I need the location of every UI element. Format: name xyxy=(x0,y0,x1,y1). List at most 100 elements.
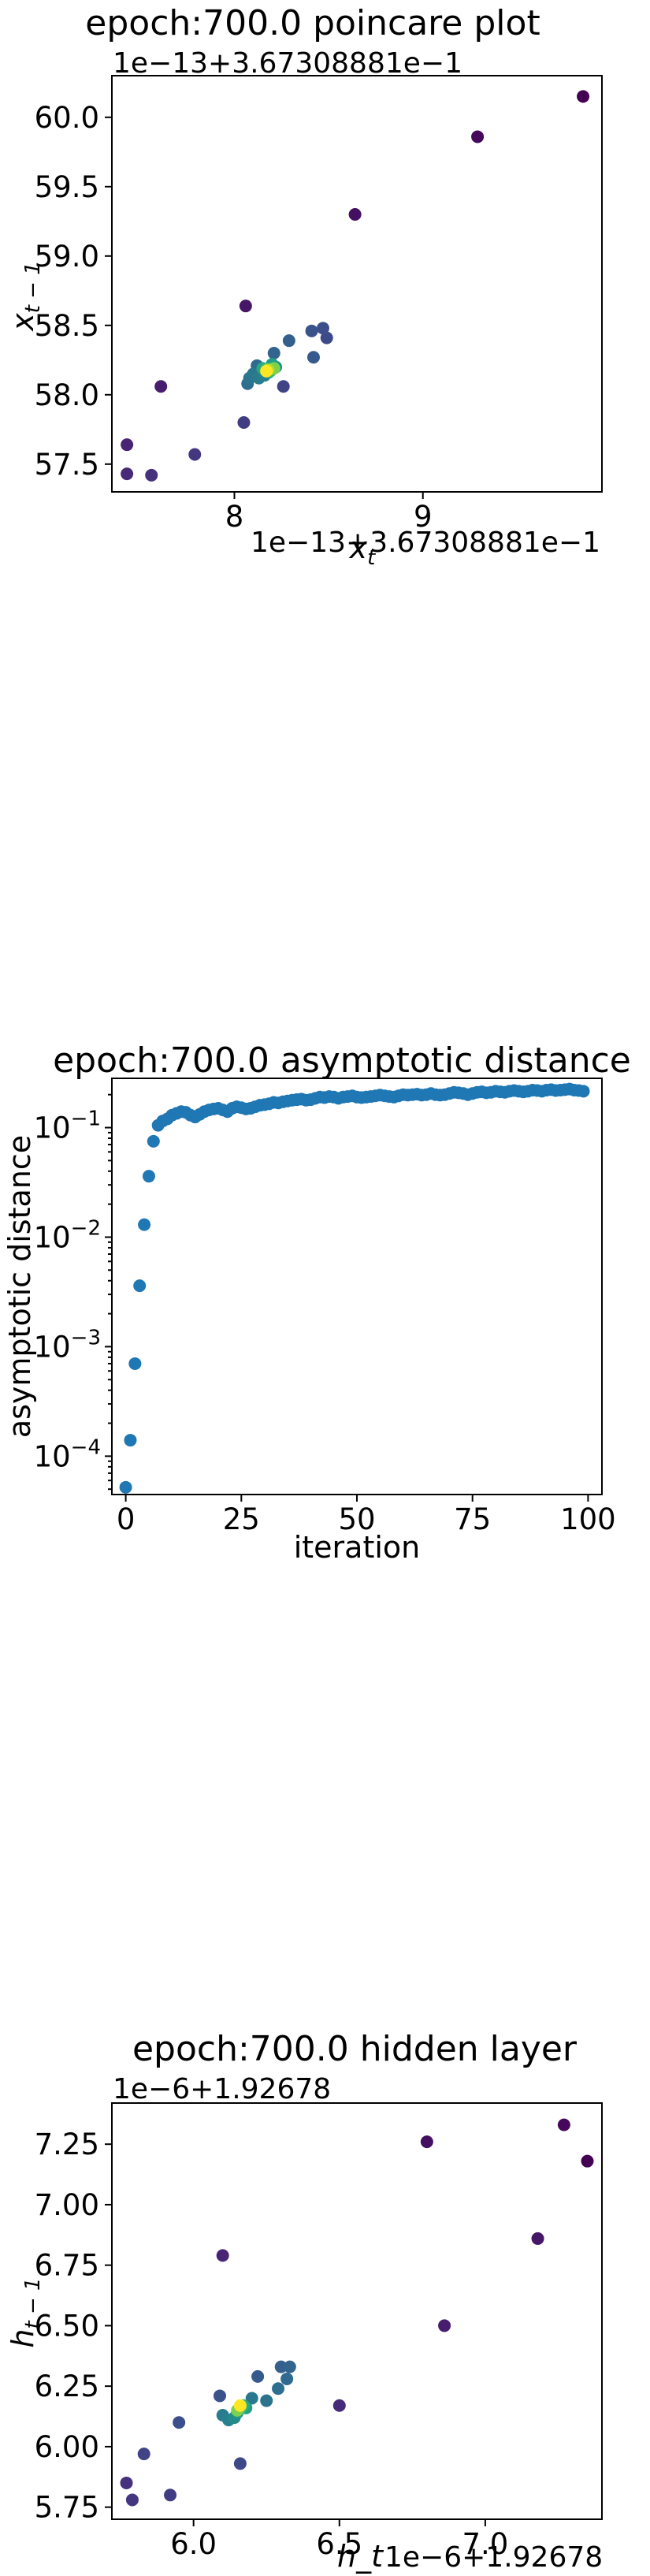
scatter-point xyxy=(320,331,333,344)
scatter-point xyxy=(260,364,273,378)
scatter-point xyxy=(283,2360,296,2373)
axis-ticks: 0 25 50 75 100 10−4 10−3 10−2 10−1 xyxy=(34,1093,616,1536)
x-tick-label: 7.0 xyxy=(462,2527,508,2561)
plot-area-frame xyxy=(111,75,603,493)
scatter-point xyxy=(280,2372,294,2385)
scatter-point xyxy=(233,2399,247,2412)
y-tick-label: 60.0 xyxy=(35,101,99,135)
scatter-point xyxy=(121,467,134,481)
scatter-point xyxy=(272,2382,285,2395)
y-offset-text: 1e−13+3.67308881e−1 xyxy=(113,47,462,80)
y-tick-label: 6.25 xyxy=(35,2369,99,2403)
scatter-point xyxy=(577,1085,590,1098)
chart-poincare: epoch:700.0 poincare plot 1e−13+3.673088… xyxy=(6,3,603,570)
y-tick-label: 5.75 xyxy=(35,2491,99,2525)
y-axis-label: asymptotic distance xyxy=(2,1135,37,1438)
x-tick-label: 50 xyxy=(338,1502,375,1536)
y-tick-label: 6.50 xyxy=(35,2309,99,2343)
chart-title: epoch:700.0 poincare plot xyxy=(85,3,540,43)
scatter-point xyxy=(142,1170,155,1183)
scatter-point xyxy=(277,380,290,393)
x-tick-label: 0 xyxy=(117,1502,136,1536)
y-tick-label: 7.00 xyxy=(35,2188,99,2222)
scatter-point xyxy=(119,1480,132,1494)
y-tick-label: 10−3 xyxy=(34,1326,101,1364)
scatter-point xyxy=(137,2448,150,2461)
x-tick-label: 75 xyxy=(454,1502,491,1536)
scatter-points xyxy=(121,90,590,482)
scatter-point xyxy=(305,324,318,337)
scatter-point xyxy=(239,300,252,313)
scatter-point xyxy=(213,2389,226,2403)
scatter-point xyxy=(251,2369,265,2383)
x-axis-label: h_t xyxy=(337,2539,384,2574)
scatter-point xyxy=(577,90,590,103)
x-tick-label: 6.0 xyxy=(170,2527,217,2561)
chart-title: epoch:700.0 asymptotic distance xyxy=(53,1040,631,1081)
y-axis-label: ht − 1 xyxy=(6,2277,45,2347)
scatter-point xyxy=(348,208,362,221)
scatter-points xyxy=(119,1082,590,1494)
scatter-point xyxy=(581,2154,594,2168)
y-tick-label: 59.0 xyxy=(35,240,99,274)
y-tick-label: 6.00 xyxy=(35,2430,99,2464)
chart-asymptotic-distance: epoch:700.0 asymptotic distance 0 25 50 75 1… xyxy=(2,1040,631,1565)
scatter-point xyxy=(147,1134,160,1148)
scatter-point xyxy=(138,1218,151,1231)
scatter-point xyxy=(216,2249,229,2262)
scatter-point xyxy=(233,2457,247,2470)
x-tick-label: 6.5 xyxy=(316,2527,362,2561)
scatter-point xyxy=(124,1434,137,1447)
y-tick-label: 10−1 xyxy=(34,1107,101,1145)
axis-ticks: 6.0 6.5 7.0 5.75 6.00 6.25 6.50 6.75 7.00 7.25 xyxy=(35,2127,509,2561)
x-tick-label: 9 xyxy=(414,500,433,534)
scatter-point xyxy=(306,351,320,364)
y-tick-label: 57.5 xyxy=(35,448,99,482)
scatter-point xyxy=(173,2416,186,2429)
scatter-point xyxy=(188,448,202,461)
scatter-point xyxy=(125,2493,139,2507)
x-tick-label: 25 xyxy=(223,1502,260,1536)
scatter-point xyxy=(274,2360,288,2373)
x-axis-label: iteration xyxy=(294,1530,421,1565)
scatter-point xyxy=(245,2392,258,2405)
scatter-point xyxy=(316,322,329,335)
axis-ticks: 8 9 57.5 58.0 58.5 59.0 59.5 60.0 xyxy=(35,101,433,534)
scatter-point xyxy=(438,2319,451,2332)
scatter-point xyxy=(237,416,251,429)
y-tick-label: 7.25 xyxy=(35,2127,99,2161)
plot-area-frame xyxy=(111,1078,603,1495)
scatter-point xyxy=(260,2394,273,2407)
scatter-point xyxy=(557,2118,570,2131)
x-offset-text: 1e−13+3.67308881e−1 xyxy=(251,527,600,559)
scatter-point xyxy=(154,380,168,393)
y-tick-label: 58.5 xyxy=(35,309,99,343)
scatter-point xyxy=(164,2489,177,2502)
y-axis-label: xt − 1 xyxy=(6,262,45,332)
y-tick-label: 10−2 xyxy=(34,1216,101,1254)
y-tick-label: 59.5 xyxy=(35,170,99,204)
scatter-point xyxy=(267,347,280,359)
y-offset-text: 1e−6+1.92678 xyxy=(113,2073,331,2105)
scatter-point xyxy=(471,130,485,143)
scatter-point xyxy=(282,334,295,348)
scatter-point xyxy=(531,2232,544,2245)
scatter-point xyxy=(332,2399,346,2412)
chart-title: epoch:700.0 hidden layer xyxy=(132,2029,578,2069)
x-tick-label: 100 xyxy=(560,1502,616,1536)
scatter-point xyxy=(121,438,134,452)
scatter-point xyxy=(420,2135,433,2149)
chart-hidden-layer: epoch:700.0 hidden layer 1e−6+1.92678 6.… xyxy=(6,2029,603,2574)
scatter-point xyxy=(145,468,158,482)
scatter-point xyxy=(133,1279,147,1293)
y-tick-label: 10−4 xyxy=(34,1435,101,1473)
scatter-point xyxy=(120,2476,133,2489)
x-tick-label: 8 xyxy=(225,500,244,534)
y-tick-label: 6.75 xyxy=(35,2249,99,2283)
scatter-points xyxy=(120,2118,594,2507)
plot-area-frame xyxy=(111,2102,603,2520)
scatter-point xyxy=(128,1357,142,1370)
x-offset-text: 1e−6+1.92678 xyxy=(384,2541,603,2574)
y-tick-label: 58.0 xyxy=(35,378,99,412)
